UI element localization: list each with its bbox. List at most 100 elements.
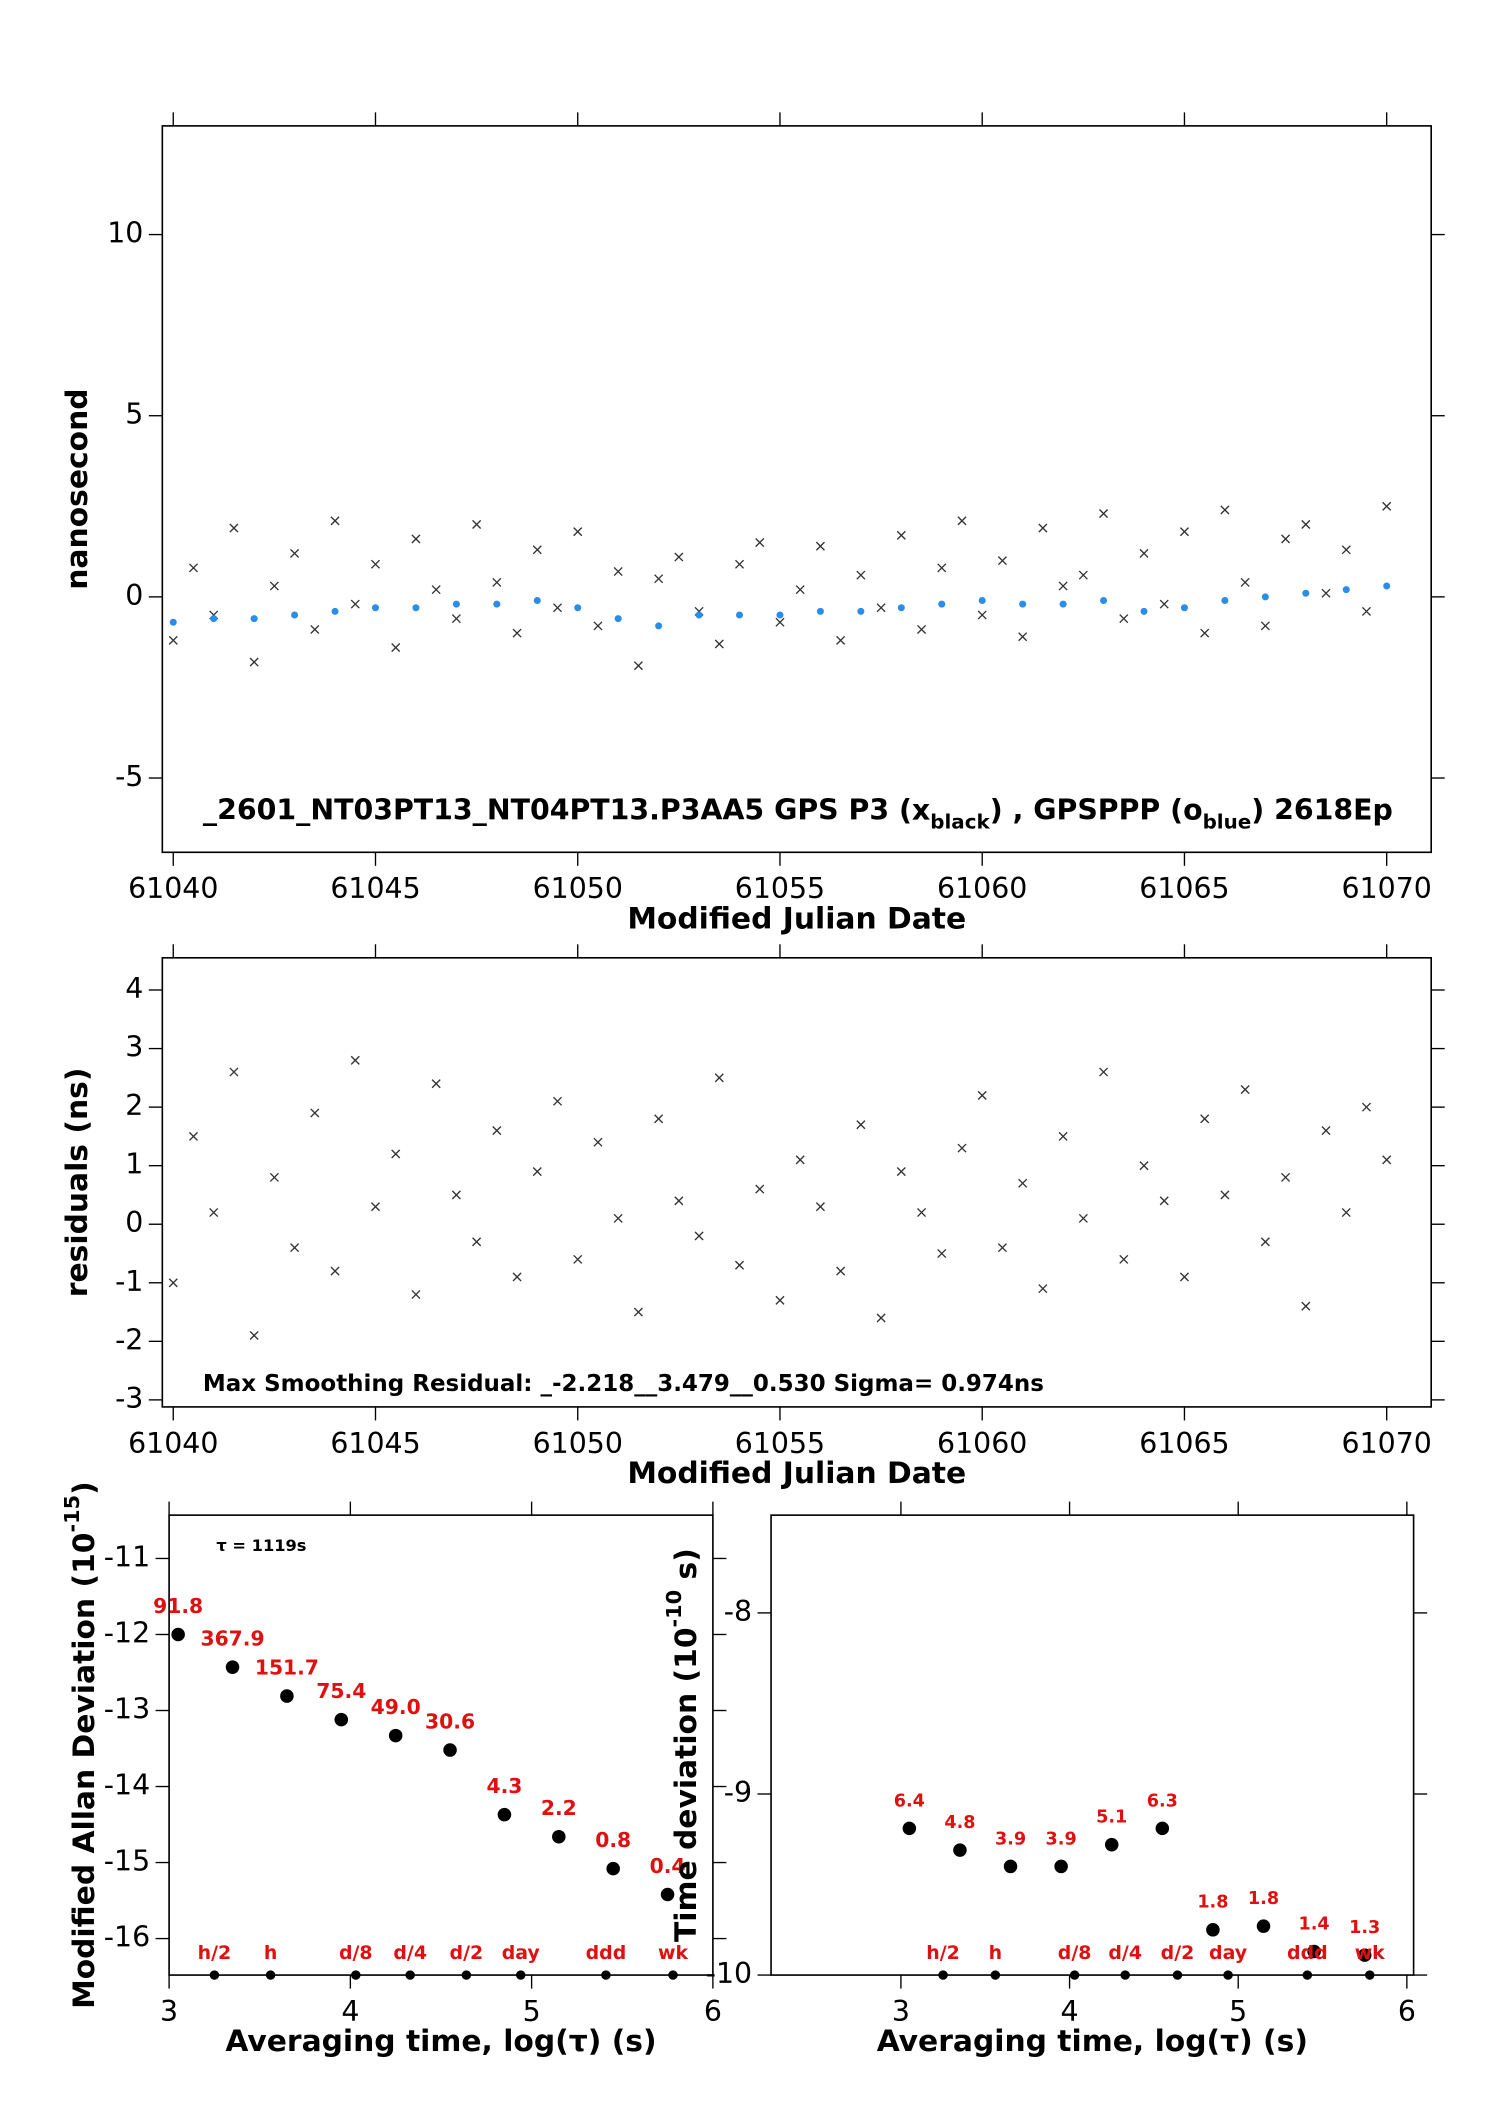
- y-tick-label: -1: [115, 1265, 143, 1298]
- point: [755, 537, 765, 548]
- point: [250, 615, 258, 623]
- point-label: 2.2: [541, 1796, 577, 1820]
- point: [816, 607, 824, 615]
- point: [654, 574, 664, 584]
- marker-dot: [516, 1970, 526, 1980]
- point-label: 49.0: [371, 1695, 421, 1719]
- marker-label: h: [264, 1942, 277, 1964]
- y-tick-label: 0: [125, 579, 143, 612]
- point: [1038, 1284, 1048, 1294]
- point: [1302, 589, 1310, 597]
- x-tick-label: 61065: [1139, 872, 1229, 905]
- point: [209, 1207, 219, 1218]
- point: [1104, 1837, 1119, 1852]
- point: [593, 1137, 603, 1147]
- point: [937, 1248, 947, 1259]
- plot-frame: [168, 1514, 714, 1976]
- x-axis-title: Modified Julian Date: [627, 1456, 966, 1491]
- point: [1301, 519, 1311, 529]
- point-label: 3.9: [1046, 1829, 1077, 1849]
- point: [857, 607, 865, 615]
- y-tick-label: -15: [104, 1845, 150, 1878]
- point: [431, 1079, 441, 1089]
- point: [938, 600, 946, 608]
- point: [573, 527, 583, 537]
- marker-label: d/2: [1161, 1942, 1195, 1964]
- point: [1221, 596, 1229, 605]
- point-label: 1.8: [1197, 1893, 1228, 1913]
- marker-dot: [668, 1970, 678, 1980]
- text-part: ) , GPSPPP (o: [990, 794, 1203, 827]
- point: [391, 1149, 401, 1159]
- point: [1301, 1301, 1311, 1311]
- point-label: 1.4: [1299, 1914, 1330, 1934]
- point: [188, 563, 199, 573]
- marker-label: h/2: [926, 1942, 960, 1964]
- point: [977, 610, 987, 620]
- point: [1220, 505, 1230, 515]
- point: [493, 600, 501, 608]
- marker-label: d/4: [393, 1942, 427, 1964]
- point: [1058, 1131, 1068, 1141]
- point: [388, 1728, 403, 1743]
- text-part: -10: [662, 1590, 686, 1628]
- text-part: ): [67, 1481, 102, 1495]
- point: [695, 611, 703, 619]
- y-tick-label: 10: [107, 217, 143, 250]
- x-tick-label: 61040: [128, 1427, 218, 1460]
- point-label: 91.8: [153, 1594, 203, 1618]
- point: [1119, 1254, 1129, 1264]
- point: [411, 534, 421, 544]
- point: [1341, 1207, 1351, 1218]
- point: [902, 1821, 917, 1836]
- marker-label: d/8: [1058, 1942, 1092, 1964]
- text-part: Modified Allan Deviation (10: [67, 1533, 102, 2009]
- point: [1119, 614, 1129, 624]
- x-tick-label: 61070: [1342, 1427, 1432, 1460]
- point: [249, 657, 259, 667]
- point: [1078, 570, 1088, 580]
- point: [168, 635, 178, 645]
- point: [795, 1155, 805, 1165]
- marker-dot: [601, 1970, 611, 1980]
- marker-label: d/2: [450, 1942, 484, 1964]
- point: [391, 643, 401, 653]
- point: [815, 541, 825, 551]
- point: [1341, 545, 1351, 555]
- point: [1179, 527, 1189, 537]
- point: [574, 604, 582, 612]
- text-part: Time deviation (10: [669, 1627, 704, 1942]
- point: [856, 570, 866, 580]
- point: [370, 559, 381, 569]
- marker-dot: [461, 1970, 472, 1980]
- x-tick-label: 5: [1229, 1995, 1247, 2028]
- point: [497, 1807, 512, 1822]
- point: [1240, 577, 1250, 587]
- y-axis-title: residuals (ns): [60, 1068, 95, 1298]
- point: [655, 622, 663, 630]
- point: [269, 581, 279, 591]
- x-tick-label: 6: [704, 1995, 722, 2028]
- point: [937, 563, 947, 573]
- point-label: 1.8: [1248, 1889, 1279, 1909]
- marker-label: d/4: [1108, 1942, 1142, 1964]
- marker-dot: [1172, 1970, 1183, 1980]
- point: [280, 1689, 294, 1703]
- point: [957, 516, 967, 526]
- point: [229, 523, 239, 533]
- point-label: 1.3: [1349, 1918, 1380, 1938]
- point: [606, 1861, 620, 1876]
- point: [897, 604, 905, 612]
- point: [1281, 534, 1291, 544]
- point: [1100, 596, 1108, 605]
- point: [512, 628, 522, 638]
- point: [169, 618, 177, 626]
- y-tick-label: 0: [125, 1206, 143, 1239]
- point: [795, 585, 805, 595]
- point-label: 4.8: [944, 1813, 975, 1833]
- point: [412, 604, 420, 612]
- marker-dot: [1120, 1970, 1130, 1980]
- point: [1357, 1948, 1372, 1962]
- y-tick-label: 5: [125, 398, 143, 431]
- point: [1261, 593, 1269, 601]
